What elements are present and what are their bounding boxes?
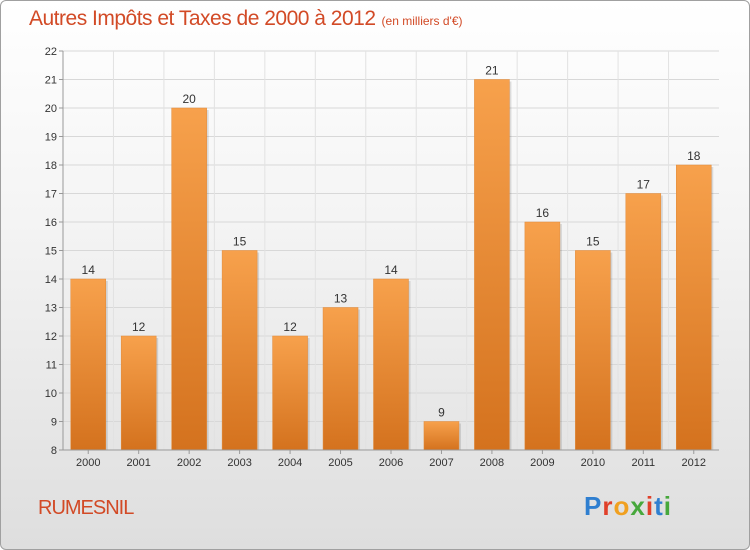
y-tick-label: 13 [45,303,57,315]
x-tick-label: 2010 [581,457,605,469]
x-tick-label: 2004 [278,457,302,469]
bar [322,307,359,451]
bar [272,335,308,451]
x-tick-label: 2002 [177,457,201,469]
axes: 8 9 10 11 12 13 14 15 16 17 18 19 20 21 22 2000 2001 2002… [45,46,719,469]
brand-letter: o [613,491,631,521]
bar-value-label: 9 [438,406,445,420]
x-tick-label: 2008 [480,457,504,469]
bar-value-label: 14 [384,263,398,277]
x-tick-label: 2003 [227,457,251,469]
commune-name: RUMESNIL [38,497,134,519]
bar [524,221,561,451]
brand-letter: P [584,491,603,521]
bar-value-label: 20 [182,92,196,106]
x-tick-label: 2000 [76,457,100,469]
x-tick-label: 2011 [631,457,655,469]
bar-value-label: 12 [132,320,146,334]
bar [676,164,712,451]
y-tick-label: 20 [45,103,57,115]
bar-value-label: 15 [586,235,600,249]
bar-value-label: 12 [283,320,297,334]
bar [171,107,207,451]
x-tick-label: 2006 [379,457,403,469]
bar [575,250,611,451]
unit-note: (en milliers d'€) [381,14,463,28]
bars: 14 12 20 15 12 13 14 9 21 16 15 17 18 [70,64,714,451]
brand-logo: Proxiti [584,491,672,522]
y-tick-label: 14 [45,274,57,286]
chart-title: Autres Impôts et Taxes de 2000 à 2012 [29,7,376,30]
bar-value-label: 16 [536,206,550,220]
bar [221,250,258,451]
y-tick-label: 18 [45,160,57,172]
bar-value-label: 13 [334,292,348,306]
y-tick-label: 22 [45,46,57,58]
y-tick-label: 12 [45,331,57,343]
x-tick-label: 2007 [429,457,453,469]
y-tick-label: 10 [45,388,57,400]
bar-value-label: 15 [233,235,247,249]
x-tick-label: 2005 [328,457,352,469]
y-tick-label: 15 [45,246,57,258]
brand-letter: r [602,491,614,521]
bar [625,193,662,451]
bar [70,278,106,451]
x-tick-label: 2009 [530,457,554,469]
y-tick-label: 16 [45,217,57,229]
bar [373,278,409,451]
bar-value-label: 21 [485,64,499,78]
y-tick-label: 9 [51,417,57,429]
x-tick-label: 2012 [682,457,706,469]
y-tick-label: 8 [51,445,57,457]
y-tick-label: 17 [45,189,57,201]
brand-letter: x [630,491,646,521]
chart-title-area: Autres Impôts et Taxes de 2000 à 2012 (en… [29,7,463,31]
y-tick-label: 11 [46,360,57,372]
bar-value-label: 17 [637,178,651,192]
brand-letter: i [645,491,655,521]
x-tick-label: 2001 [126,457,150,469]
brand-letter: t [654,491,664,521]
bar-value-label: 18 [687,149,701,163]
brand-letter: i [663,491,672,521]
bar [474,79,510,451]
y-tick-label: 21 [45,75,57,87]
bar [423,421,460,451]
bar-value-label: 14 [82,263,96,277]
bar [120,335,157,451]
y-tick-label: 19 [45,132,57,144]
